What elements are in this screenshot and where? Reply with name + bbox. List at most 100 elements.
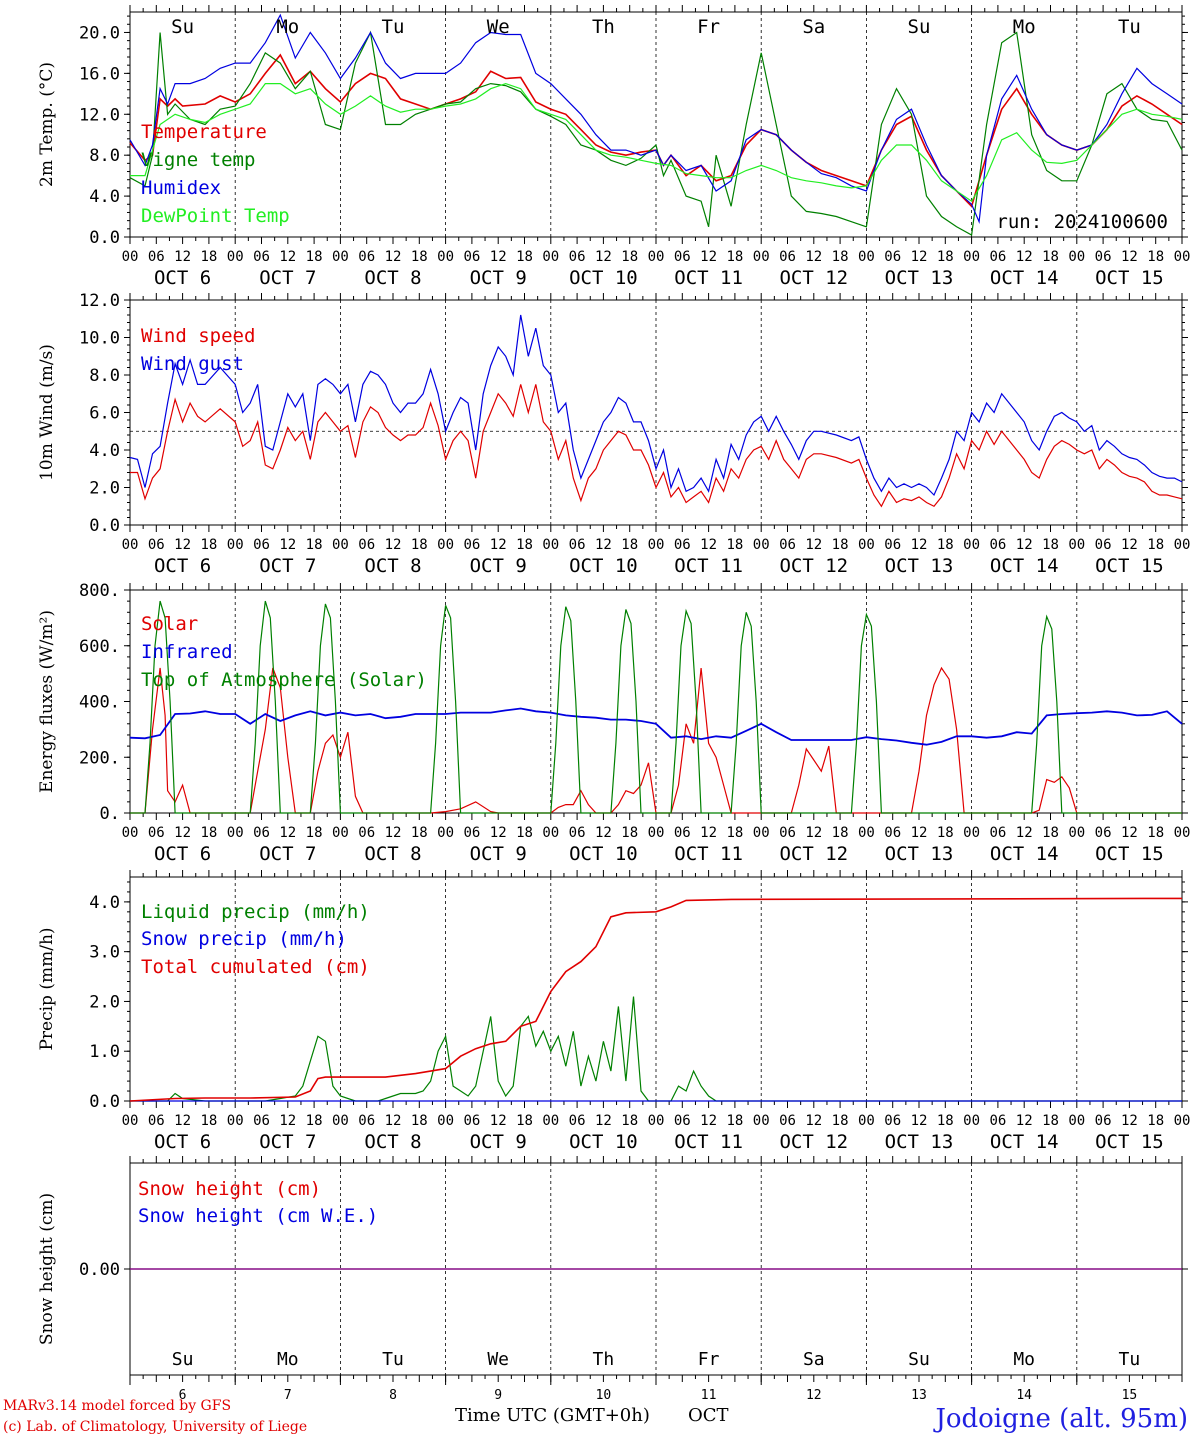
weekday-label: Su	[172, 1349, 194, 1370]
day-number: 9	[494, 1388, 502, 1403]
hour-label: 12	[700, 825, 717, 841]
y-axis-label: Snow height (cm)	[37, 1193, 57, 1345]
hour-label: 12	[700, 1113, 717, 1129]
hour-label: 12	[911, 825, 928, 841]
hour-label: 18	[411, 249, 428, 265]
y-axis-label: 10m Wind (m/s)	[37, 344, 57, 481]
hour-label: 06	[674, 1113, 691, 1129]
y-tick-label: 0.0	[89, 1092, 120, 1112]
day-number: 11	[701, 1388, 717, 1403]
hour-label: 12	[700, 249, 717, 265]
series-line-vigne-temp	[129, 30, 1183, 236]
hour-label: 00	[542, 537, 559, 553]
hour-label: 00	[1174, 249, 1191, 265]
date-label: OCT 12	[779, 555, 848, 577]
hour-label: 06	[1095, 1113, 1112, 1129]
hour-label: 18	[832, 1113, 849, 1129]
date-label: OCT 14	[990, 555, 1059, 577]
hour-label: 18	[1042, 825, 1059, 841]
station-name: Jodoigne (alt. 95m)	[935, 1404, 1188, 1434]
hour-label: 06	[253, 825, 270, 841]
hour-label: 18	[516, 249, 533, 265]
date-label: OCT 14	[990, 843, 1059, 865]
date-label: OCT 6	[154, 555, 211, 577]
weekday-label: Tu	[1119, 1349, 1141, 1370]
hour-label: 00	[1068, 537, 1085, 553]
y-tick-label: 8.0	[89, 366, 120, 386]
hour-label: 12	[1121, 537, 1138, 553]
date-label: OCT 6	[154, 267, 211, 289]
hour-label: 18	[1042, 249, 1059, 265]
hour-label: 12	[279, 249, 296, 265]
y-tick-label: 16.0	[79, 64, 120, 84]
hour-label: 06	[463, 537, 480, 553]
hour-label: 00	[858, 825, 875, 841]
hour-label: 06	[1095, 825, 1112, 841]
hour-label: 12	[174, 825, 191, 841]
hour-label: 00	[753, 825, 770, 841]
date-label: OCT 7	[259, 1131, 316, 1153]
y-tick-label: 0.	[100, 804, 120, 824]
hour-label: 12	[490, 537, 507, 553]
hour-label: 00	[332, 537, 349, 553]
hour-label: 00	[648, 1113, 665, 1129]
y-axis-label: Energy fluxes (W/m²)	[37, 610, 57, 793]
date-label: OCT 8	[364, 843, 421, 865]
hour-label: 12	[911, 537, 928, 553]
legend-entry: Liquid precip (mm/h)	[141, 901, 370, 923]
hour-label: 00	[648, 537, 665, 553]
weekday-label: Fr	[697, 16, 720, 38]
hour-label: 00	[753, 537, 770, 553]
hour-label: 18	[200, 825, 217, 841]
hour-label: 06	[148, 249, 165, 265]
hour-label: 18	[937, 537, 954, 553]
x-axis-title: Time UTC (GMT+0h)	[455, 1405, 650, 1426]
y-tick-label: 2.0	[89, 992, 120, 1012]
hour-label: 00	[332, 249, 349, 265]
day-number: 13	[911, 1388, 927, 1403]
hour-label: 00	[437, 1113, 454, 1129]
hour-label: 18	[1147, 537, 1164, 553]
hour-label: 00	[753, 249, 770, 265]
hour-label: 00	[1174, 825, 1191, 841]
hour-label: 12	[911, 1113, 928, 1129]
series-line-wind-speed	[130, 384, 1183, 508]
hour-label: 12	[174, 537, 191, 553]
weekday-label: We	[487, 16, 510, 38]
hour-label: 00	[963, 249, 980, 265]
series-line-dewpoint-temp	[130, 82, 1183, 203]
y-tick-label: 6.0	[89, 404, 120, 424]
hour-label: 00	[858, 1113, 875, 1129]
hour-label: 12	[385, 249, 402, 265]
y-tick-label: 400.	[79, 693, 120, 713]
x-axis-month: OCT	[688, 1405, 729, 1426]
date-label: OCT 6	[154, 843, 211, 865]
y-tick-label: 2.0	[89, 479, 120, 499]
hour-label: 12	[279, 537, 296, 553]
date-label: OCT 13	[885, 1131, 954, 1153]
series-line-wind-gust	[129, 314, 1183, 497]
series-line-solar	[130, 666, 1182, 814]
series-line-liquid-precip-mm-h-	[130, 996, 1182, 1102]
hour-label: 00	[963, 537, 980, 553]
hour-label: 12	[490, 249, 507, 265]
hour-label: 06	[884, 1113, 901, 1129]
date-label: OCT 13	[885, 267, 954, 289]
hour-label: 12	[805, 825, 822, 841]
date-label: OCT 12	[779, 843, 848, 865]
hour-label: 06	[884, 825, 901, 841]
hour-label: 18	[832, 537, 849, 553]
hour-label: 12	[805, 249, 822, 265]
hour-label: 12	[1016, 249, 1033, 265]
hour-label: 06	[989, 825, 1006, 841]
day-number: 10	[596, 1388, 612, 1403]
hour-label: 06	[463, 1113, 480, 1129]
series-line-total-cumulated-cm-	[129, 897, 1183, 1102]
hour-label: 06	[569, 249, 586, 265]
hour-label: 18	[726, 537, 743, 553]
date-label: OCT 10	[569, 1131, 638, 1153]
hour-label: 12	[1016, 1113, 1033, 1129]
date-label: OCT 7	[259, 843, 316, 865]
hour-label: 00	[122, 537, 139, 553]
plot-frame	[129, 11, 1183, 238]
